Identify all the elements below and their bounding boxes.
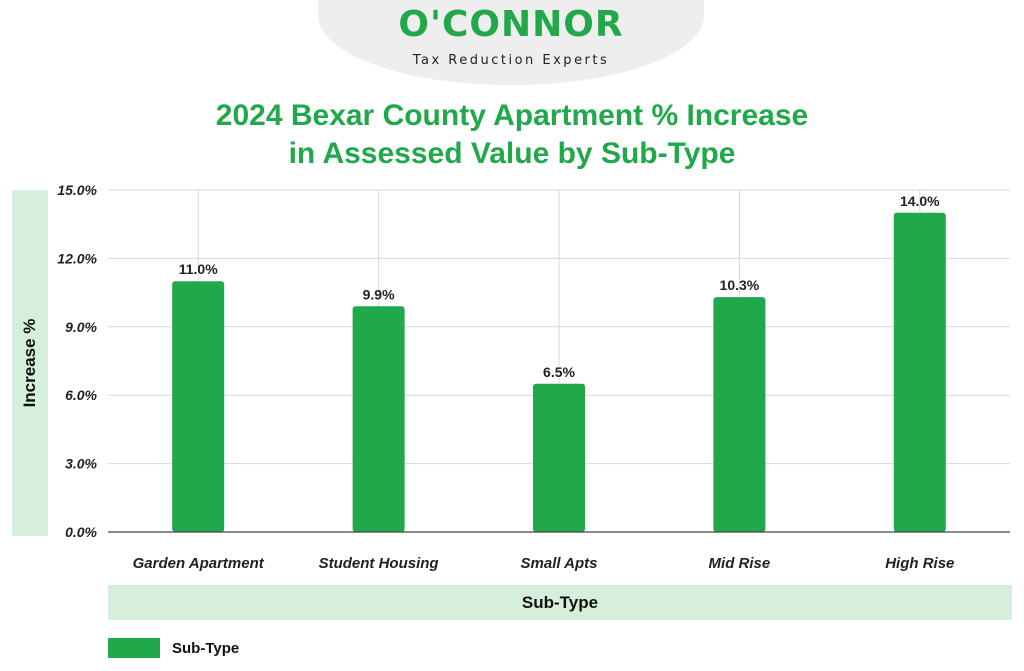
y-tick-label: 0.0%	[65, 524, 97, 540]
y-tick-label: 9.0%	[65, 319, 97, 335]
y-tick-label: 3.0%	[65, 456, 97, 472]
y-tick-label: 6.0%	[65, 387, 97, 403]
legend-swatch	[108, 638, 160, 658]
chart-title: 2024 Bexar County Apartment % Increase i…	[0, 97, 1024, 173]
bar	[893, 212, 946, 533]
legend: Sub-Type	[108, 638, 239, 658]
bar-data-label: 10.3%	[720, 277, 760, 293]
x-axis-label: Sub-Type	[108, 585, 1012, 620]
bar	[533, 383, 585, 532]
y-axis-label-band	[12, 190, 48, 536]
x-tick-label: Garden Apartment	[133, 555, 265, 572]
x-tick-label: Mid Rise	[709, 555, 771, 572]
brand-tagline: Tax Reduction Experts	[412, 53, 610, 68]
y-tick-label: 12.0%	[57, 250, 97, 266]
chart-title-line-2: in Assessed Value by Sub-Type	[288, 137, 736, 170]
chart-title-line-1: 2024 Bexar County Apartment % Increase	[215, 99, 809, 132]
bar-data-label: 11.0%	[179, 261, 218, 277]
legend-label: Sub-Type	[172, 639, 240, 657]
bar-data-label: 14.0%	[900, 193, 940, 209]
x-tick-label: Small Apts	[521, 555, 598, 572]
x-tick-label: High Rise	[885, 555, 954, 572]
x-tick-label: Student Housing	[319, 555, 439, 572]
bar	[352, 306, 405, 532]
bar	[172, 281, 225, 532]
bar	[713, 297, 766, 532]
y-tick-label: 15.0%	[57, 182, 97, 198]
brand-logo: O'CONNOR	[398, 4, 624, 45]
bar-data-label: 6.5%	[543, 364, 575, 380]
bar-data-label: 9.9%	[363, 286, 395, 302]
